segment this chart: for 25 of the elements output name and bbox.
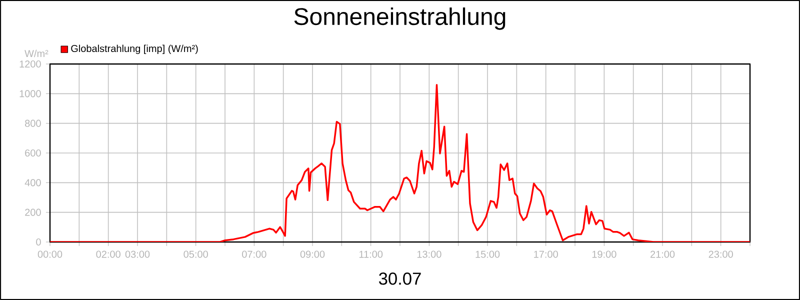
x-axis-title: 30.07 — [378, 272, 421, 285]
x-tick-label: 11:00 — [359, 250, 383, 258]
x-tick-label: 05:00 — [184, 250, 208, 258]
y-axis-title: W/m² — [24, 50, 48, 58]
x-tick-label: 03:00 — [125, 250, 150, 258]
x-tick-label: 09:00 — [300, 250, 325, 258]
y-tick-label: 200 — [25, 208, 41, 216]
legend-label: Globalstrahlung [imp] (W/m²) — [71, 44, 198, 54]
x-tick-label: 13:00 — [417, 250, 442, 258]
y-tick-label: 400 — [24, 179, 41, 186]
x-tick-label: 17:00 — [534, 250, 558, 258]
y-tick-label: 800 — [25, 120, 41, 127]
line-series — [50, 84, 750, 242]
y-tick-label: 1200 — [20, 60, 41, 68]
x-tick-label: 21:00 — [650, 250, 675, 258]
x-tick-label: 07:00 — [242, 250, 266, 258]
x-tick-label: 15:00 — [476, 250, 500, 258]
chart-title: Sonneneinstrahlung — [294, 7, 506, 30]
x-tick-label: 00:00 — [38, 250, 62, 258]
y-tick-label: 0 — [36, 238, 41, 246]
y-tick-label: 600 — [25, 149, 41, 157]
x-tick-label: 19:00 — [592, 250, 616, 258]
y-tick-label: 1000 — [20, 90, 41, 98]
x-tick-label: 02:00 — [96, 250, 120, 258]
x-tick-label: 23:00 — [708, 250, 733, 258]
